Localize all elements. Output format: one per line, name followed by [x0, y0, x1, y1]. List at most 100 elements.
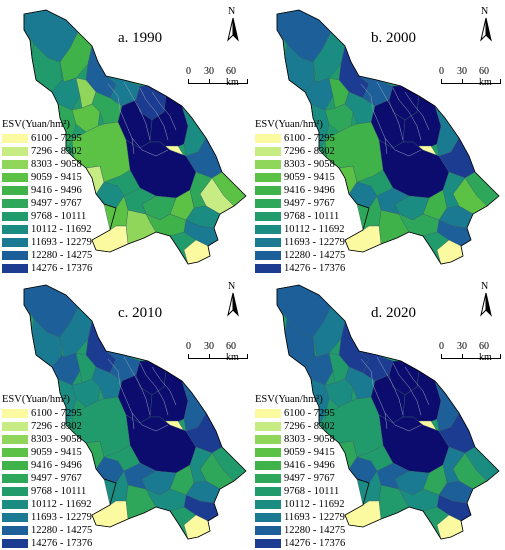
- legend-title: ESV(Yuan/hm²): [2, 119, 70, 130]
- legend-label: 14276 - 17376: [284, 538, 346, 549]
- legend-label: 7296 - 8302: [31, 421, 82, 432]
- legend-label: 10112 - 11692: [31, 499, 92, 510]
- north-arrow-icon: N: [224, 6, 242, 46]
- legend-swatch: [2, 487, 28, 496]
- scale-tick-30: 30: [204, 341, 214, 352]
- legend-item: 12280 - 14275: [2, 249, 92, 262]
- legend-swatch: [255, 435, 281, 444]
- map-panel-2020: d. 2020 N 0 30 60 km ESV(Yuan/hm²) 6100 …: [253, 275, 505, 550]
- district-boundary: [139, 362, 169, 416]
- legend-item: 6100 - 7295: [2, 407, 92, 420]
- legend-label: 6100 - 7295: [284, 133, 335, 144]
- legend-item: 9059 - 9415: [255, 446, 345, 459]
- district-boundary: [392, 87, 422, 141]
- legend-item: 9768 - 10111: [255, 485, 345, 498]
- legend-item: 9416 - 9496: [2, 459, 92, 472]
- legend-label: 9059 - 9415: [31, 172, 82, 183]
- legend-swatch: [2, 474, 28, 483]
- legend-item: 12280 - 14275: [2, 524, 92, 537]
- legend-title: ESV(Yuan/hm²): [2, 394, 70, 405]
- legend-swatch: [255, 448, 281, 457]
- legend-label: 12280 - 14275: [284, 250, 346, 261]
- scale-bar: 0 30 60 km: [439, 341, 501, 363]
- legend-label: 9059 - 9415: [31, 447, 82, 458]
- legend-swatch: [2, 173, 28, 182]
- legend-item: 11693 - 12279: [255, 511, 345, 524]
- legend-swatch: [255, 461, 281, 470]
- district-boundary: [384, 412, 422, 432]
- legend-label: 9416 - 9496: [31, 185, 82, 196]
- legend-label: 10112 - 11692: [284, 224, 345, 235]
- legend-item: 8303 - 9058: [255, 433, 345, 446]
- legend-swatch: [255, 212, 281, 221]
- north-label: N: [481, 6, 489, 17]
- district-boundary: [376, 356, 404, 416]
- legend-swatch: [255, 500, 281, 509]
- legend-label: 7296 - 8302: [284, 421, 335, 432]
- legend-item: 12280 - 14275: [255, 249, 345, 262]
- district-boundary: [360, 358, 388, 430]
- legend-swatch: [255, 474, 281, 483]
- legend-swatch: [255, 264, 281, 273]
- legend-label: 11693 - 12279: [284, 237, 345, 248]
- legend-swatch: [255, 147, 281, 156]
- scale-bar-mid-tick: [209, 79, 210, 84]
- scale-tick-30: 30: [457, 66, 467, 77]
- map-panel-1990: a. 1990 N 0 30 60 km ESV(Yuan/hm²) 6100 …: [0, 0, 252, 275]
- scale-bar-mid-tick: [462, 79, 463, 84]
- legend-item: 14276 - 17376: [2, 262, 92, 275]
- legend: ESV(Yuan/hm²) 6100 - 7295 7296 - 8302 8303…: [2, 393, 92, 550]
- district-boundary: [384, 137, 422, 157]
- legend-item: 9497 - 9767: [2, 197, 92, 210]
- scale-tick-0: 0: [186, 66, 191, 77]
- legend-swatch: [2, 160, 28, 169]
- legend-swatch: [2, 448, 28, 457]
- legend-item: 9497 - 9767: [255, 472, 345, 485]
- legend-swatch: [255, 409, 281, 418]
- study-area-border: [23, 9, 247, 265]
- legend-swatch: [2, 526, 28, 535]
- legend-label: 9416 - 9496: [284, 185, 335, 196]
- legend-item: 9059 - 9415: [2, 171, 92, 184]
- panel-title: a. 1990: [118, 30, 163, 46]
- legend-item: 12280 - 14275: [255, 524, 345, 537]
- legend-item: 9497 - 9767: [255, 197, 345, 210]
- legend-label: 6100 - 7295: [31, 408, 82, 419]
- legend-item: 9768 - 10111: [2, 210, 92, 223]
- district-boundary: [107, 83, 135, 155]
- region-map: [276, 284, 500, 540]
- legend-swatch: [2, 225, 28, 234]
- legend-item: 9059 - 9415: [255, 171, 345, 184]
- legend-item: 9768 - 10111: [255, 210, 345, 223]
- legend-item: 6100 - 7295: [255, 407, 345, 420]
- legend-item: 14276 - 17376: [255, 537, 345, 550]
- legend-item: 6100 - 7295: [255, 132, 345, 145]
- legend-swatch: [2, 435, 28, 444]
- legend-swatch: [2, 513, 28, 522]
- legend-swatch: [255, 199, 281, 208]
- legend-swatch: [255, 487, 281, 496]
- legend-item: 7296 - 8302: [255, 145, 345, 158]
- scale-bar-line: [441, 79, 501, 84]
- north-arrow-icon: N: [477, 6, 495, 46]
- scale-bar-line: [188, 79, 248, 84]
- north-label: N: [228, 6, 236, 17]
- legend-label: 9416 - 9496: [284, 460, 335, 471]
- legend-item: 9416 - 9496: [255, 459, 345, 472]
- scale-tick-0: 0: [439, 341, 444, 352]
- legend-label: 14276 - 17376: [31, 263, 93, 274]
- panel-title: b. 2000: [371, 30, 416, 46]
- legend-item: 14276 - 17376: [2, 537, 92, 550]
- legend-swatch: [255, 173, 281, 182]
- legend-swatch: [2, 238, 28, 247]
- north-label: N: [228, 281, 236, 292]
- legend-item: 8303 - 9058: [2, 433, 92, 446]
- legend-label: 9768 - 10111: [31, 211, 87, 222]
- legend-label: 7296 - 8302: [284, 146, 335, 157]
- legend: ESV(Yuan/hm²) 6100 - 7295 7296 - 8302 8303…: [255, 118, 345, 275]
- legend-label: 9768 - 10111: [31, 486, 87, 497]
- district-boundary: [139, 87, 169, 141]
- legend-label: 8303 - 9058: [284, 159, 335, 170]
- map-panel-2000: b. 2000 N 0 30 60 km ESV(Yuan/hm²) 6100 …: [253, 0, 505, 275]
- legend-item: 9497 - 9767: [2, 472, 92, 485]
